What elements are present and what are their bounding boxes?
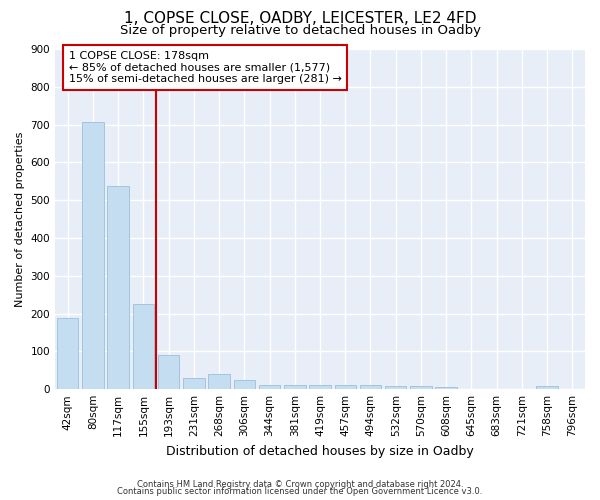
Bar — [309, 386, 331, 389]
Bar — [410, 386, 431, 389]
Bar — [436, 387, 457, 389]
Bar — [208, 374, 230, 389]
Text: Size of property relative to detached houses in Oadby: Size of property relative to detached ho… — [119, 24, 481, 37]
Bar — [107, 186, 129, 389]
Bar — [284, 386, 305, 389]
Text: 1, COPSE CLOSE, OADBY, LEICESTER, LE2 4FD: 1, COPSE CLOSE, OADBY, LEICESTER, LE2 4F… — [124, 11, 476, 26]
Bar — [183, 378, 205, 389]
Text: 1 COPSE CLOSE: 178sqm
← 85% of detached houses are smaller (1,577)
15% of semi-d: 1 COPSE CLOSE: 178sqm ← 85% of detached … — [69, 51, 342, 84]
Text: Contains HM Land Registry data © Crown copyright and database right 2024.: Contains HM Land Registry data © Crown c… — [137, 480, 463, 489]
Bar — [536, 386, 558, 389]
Bar — [360, 386, 381, 389]
Y-axis label: Number of detached properties: Number of detached properties — [15, 132, 25, 307]
Bar — [57, 318, 79, 389]
Bar — [133, 304, 154, 389]
X-axis label: Distribution of detached houses by size in Oadby: Distribution of detached houses by size … — [166, 444, 474, 458]
Bar — [233, 380, 255, 389]
Bar — [158, 355, 179, 389]
Bar — [259, 384, 280, 389]
Bar — [82, 122, 104, 389]
Text: Contains public sector information licensed under the Open Government Licence v3: Contains public sector information licen… — [118, 488, 482, 496]
Bar — [385, 386, 406, 389]
Bar — [335, 386, 356, 389]
